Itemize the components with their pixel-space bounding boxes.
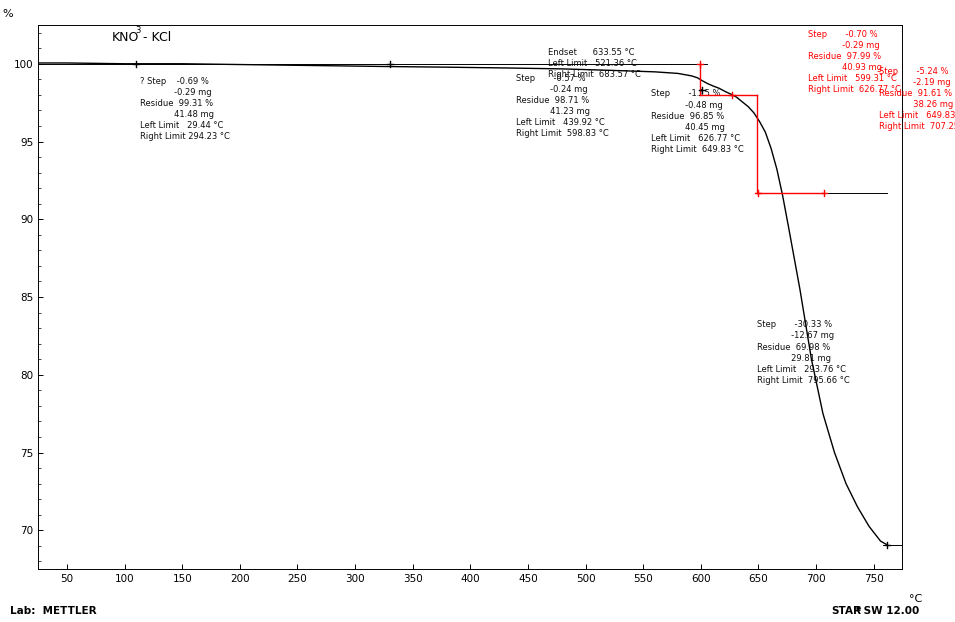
Text: Step       -1.15 %
             -0.48 mg
Residue  96.85 %
             40.45 mg
: Step -1.15 % -0.48 mg Residue 96.85 % 40… [651, 90, 744, 154]
Text: Lab:  METTLER: Lab: METTLER [10, 606, 96, 616]
Text: Endset      633.55 °C
Left Limit   521.36 °C
Right Limit  683.57 °C: Endset 633.55 °C Left Limit 521.36 °C Ri… [547, 49, 641, 80]
Text: Step       -30.33 %
             -12.67 mg
Residue  69.98 %
             29.81 m: Step -30.33 % -12.67 mg Residue 69.98 % … [757, 320, 850, 385]
Text: ? Step    -0.69 %
             -0.29 mg
Residue  99.31 %
             41.48 mg
L: ? Step -0.69 % -0.29 mg Residue 99.31 % … [139, 77, 229, 141]
Text: 3: 3 [135, 26, 140, 35]
Text: STAR: STAR [831, 606, 860, 616]
Text: e: e [856, 605, 860, 613]
Text: KNO: KNO [112, 31, 139, 44]
Text: °C: °C [908, 593, 922, 603]
Text: - KCl: - KCl [139, 31, 172, 44]
Text: SW 12.00: SW 12.00 [860, 606, 919, 616]
Text: Step       -0.70 %
             -0.29 mg
Residue  97.99 %
             40.93 mg
: Step -0.70 % -0.29 mg Residue 97.99 % 40… [808, 29, 901, 94]
Y-axis label: %: % [3, 9, 13, 19]
Text: Step       -5.24 %
             -2.19 mg
Residue  91.61 %
             38.26 mg
: Step -5.24 % -2.19 mg Residue 91.61 % 38… [880, 67, 955, 131]
Text: Step       -0.57 %
             -0.24 mg
Residue  98.71 %
             41.23 mg
: Step -0.57 % -0.24 mg Residue 98.71 % 41… [517, 74, 609, 138]
